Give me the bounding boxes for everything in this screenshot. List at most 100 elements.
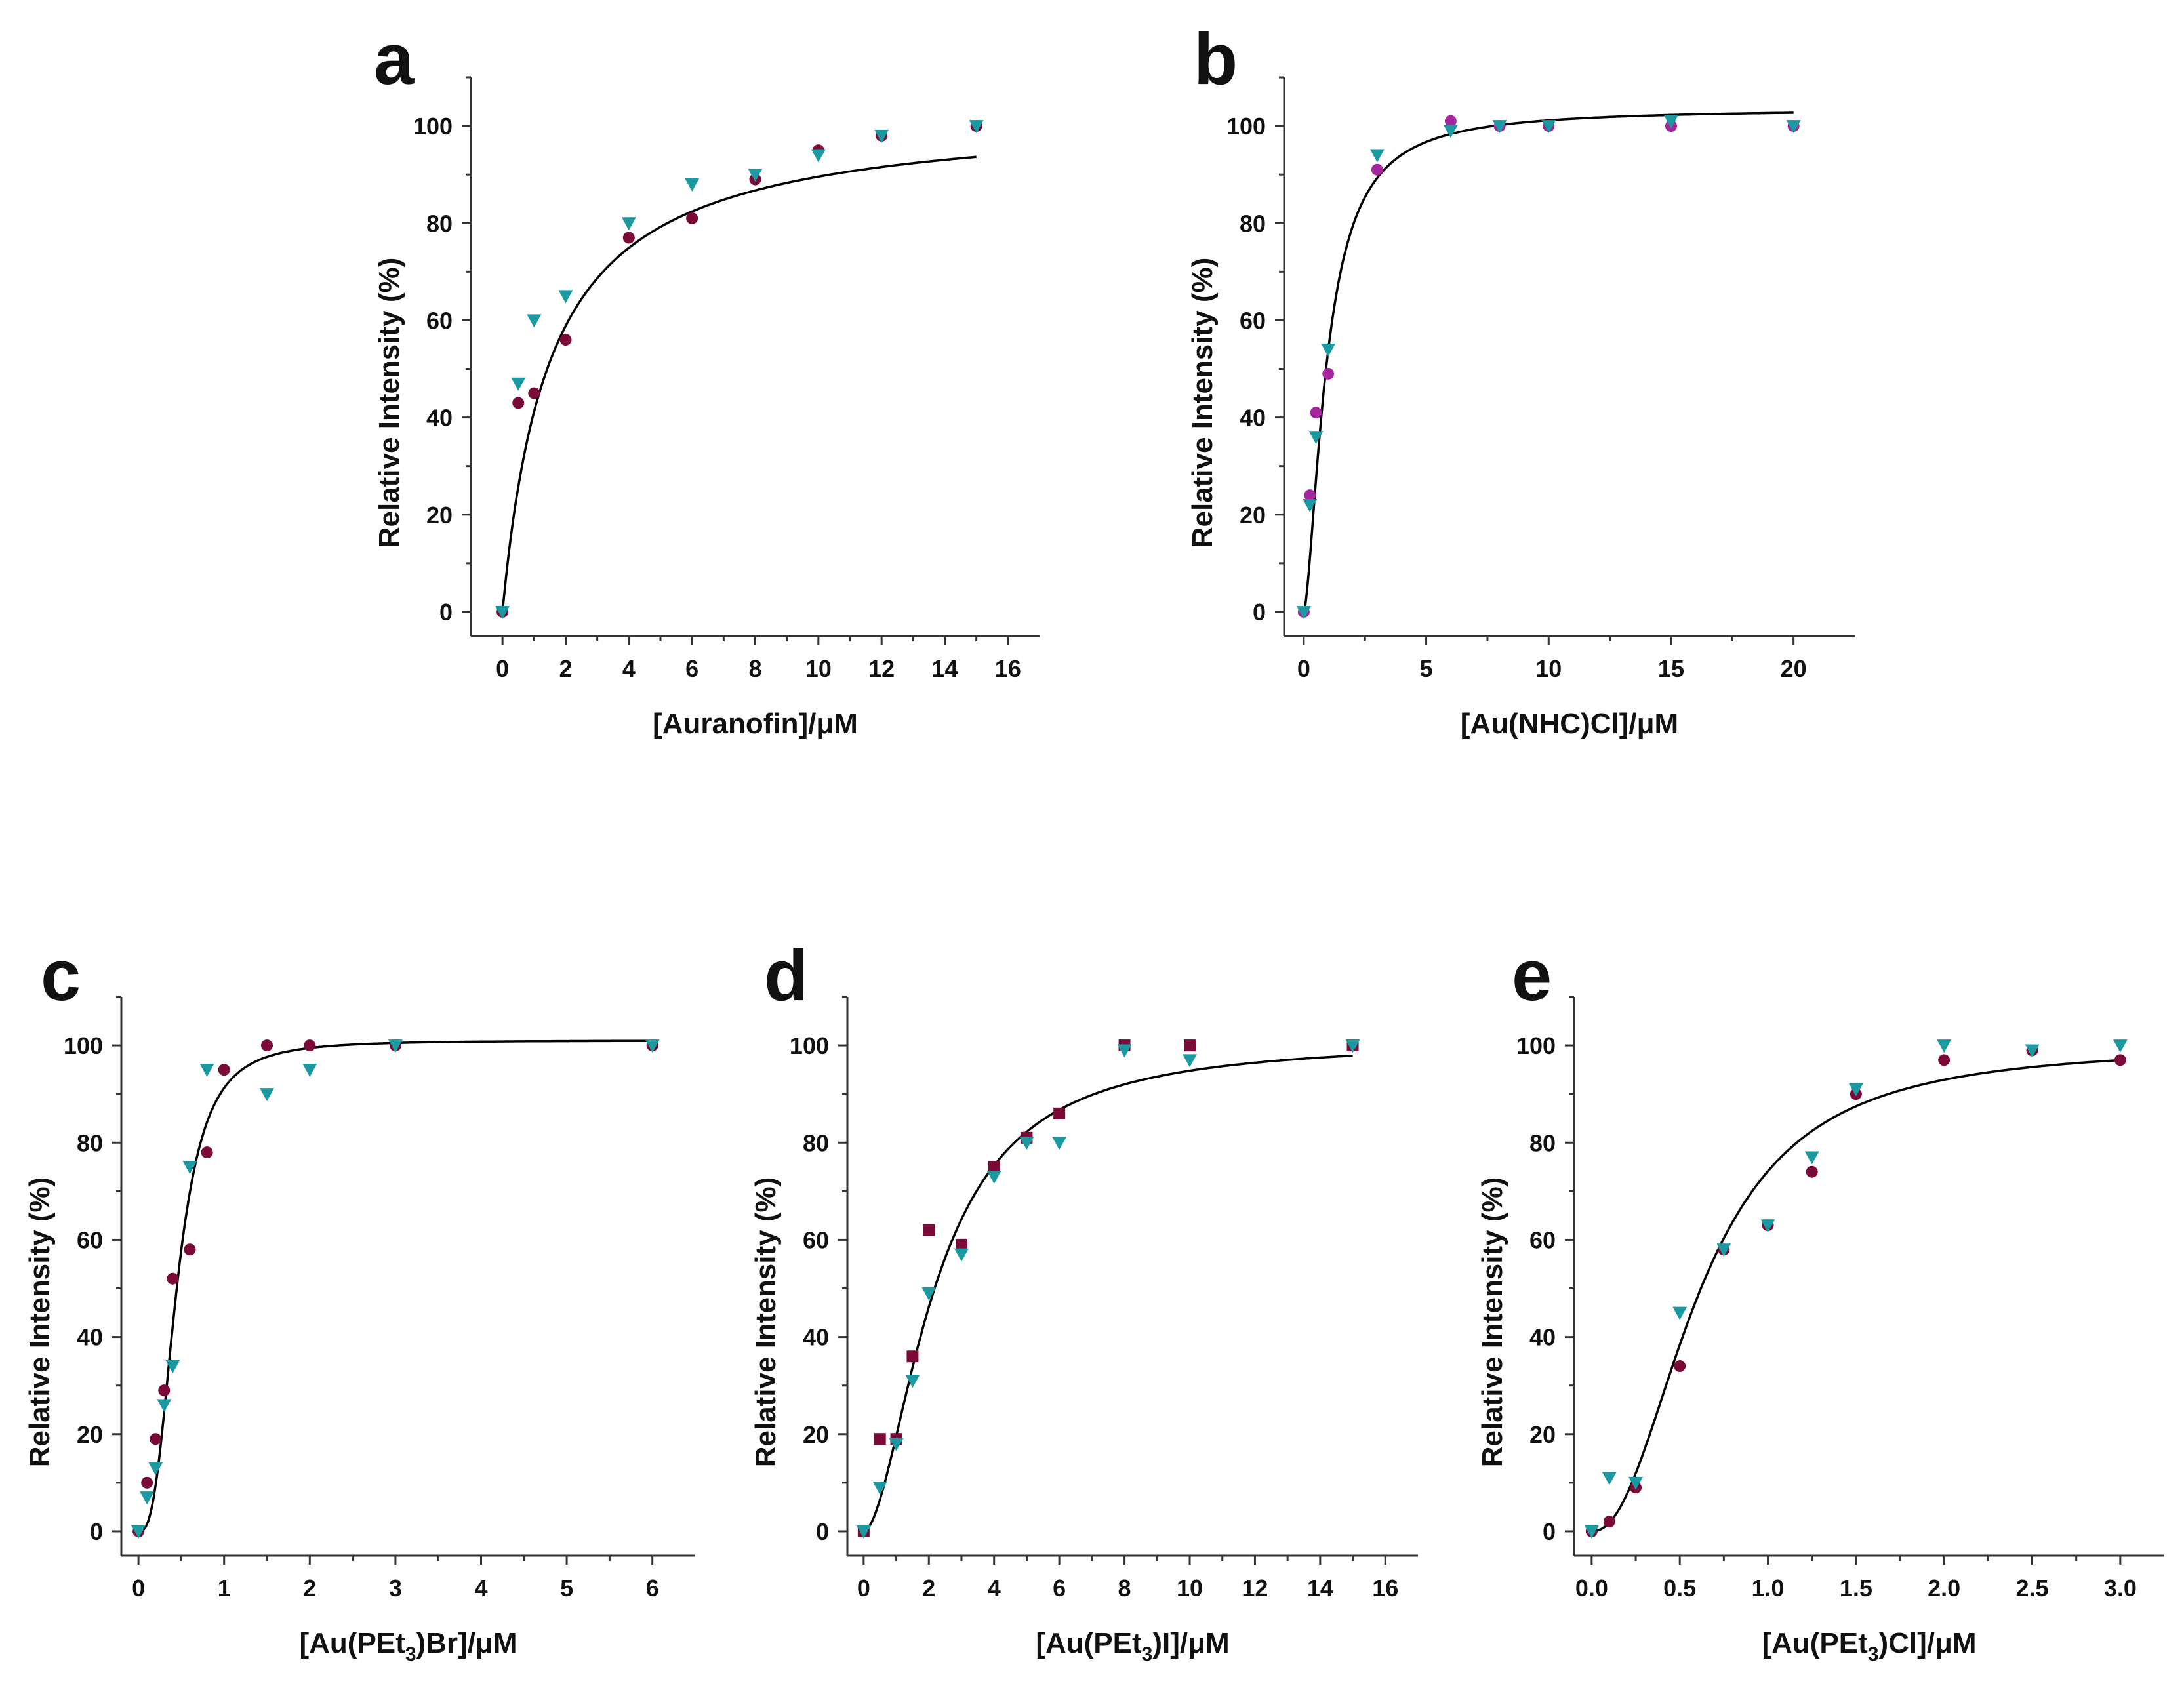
data-point xyxy=(1053,1107,1066,1119)
data-point xyxy=(969,120,984,134)
data-point xyxy=(1183,1054,1197,1068)
x-tick-label: 3 xyxy=(389,1575,402,1602)
y-tick-label: 0 xyxy=(1253,599,1266,626)
x-tick-label: 10 xyxy=(1535,655,1562,682)
data-point xyxy=(1603,1516,1615,1528)
panel-letter: d xyxy=(764,935,808,1016)
x-tick-label: 4 xyxy=(988,1575,1001,1602)
x-tick-label: 0 xyxy=(857,1575,870,1602)
data-point xyxy=(261,1039,273,1052)
data-point xyxy=(528,387,540,399)
panel-b: b 0 5 10 15 20 0 20 40 60 80 100 Relative Intensity … xyxy=(1186,19,1855,740)
y-tick-label: 0 xyxy=(816,1518,829,1545)
x-axis-title: [Au(NHC)Cl]/μM xyxy=(1461,708,1678,740)
y-tick-label: 40 xyxy=(1529,1324,1556,1351)
series-series2 xyxy=(1296,115,1801,619)
data-point xyxy=(872,1482,887,1495)
x-tick-label: 4 xyxy=(622,655,636,682)
data-point xyxy=(905,1375,920,1388)
data-point xyxy=(956,1238,967,1251)
data-point xyxy=(559,334,572,346)
x-axis-title: [Au(PEt3)Cl]/μM xyxy=(1762,1627,1976,1665)
x-tick-label: 0 xyxy=(496,655,509,682)
y-axis-title: Relative Intensity (%) xyxy=(373,258,405,548)
fit-curve xyxy=(501,155,977,613)
data-point xyxy=(1672,1306,1688,1320)
data-point xyxy=(645,1039,660,1053)
x-tick-label: 1.0 xyxy=(1751,1575,1784,1602)
data-point xyxy=(304,1039,316,1052)
x-tick-label: 8 xyxy=(748,655,761,682)
panel-d: d 0 2 4 6 8 10 12 14 16 0 20 40 60 80 100 Relative Inten… xyxy=(750,935,1418,1665)
data-point xyxy=(184,1243,196,1256)
data-point xyxy=(1760,1219,1775,1233)
data-point xyxy=(686,212,698,224)
data-point xyxy=(1345,1039,1360,1053)
y-tick-label: 20 xyxy=(77,1421,103,1448)
data-point xyxy=(954,1248,969,1262)
y-tick-label: 0 xyxy=(90,1518,103,1545)
y-axis-title: Relative Intensity (%) xyxy=(1186,258,1219,548)
data-point xyxy=(1584,1525,1599,1539)
data-point xyxy=(511,377,526,391)
data-point xyxy=(1296,605,1311,619)
data-point xyxy=(558,290,573,304)
fit-curve xyxy=(138,1039,653,1533)
y-tick-label: 20 xyxy=(1240,502,1266,529)
y-axis-title: Relative Intensity (%) xyxy=(750,1177,782,1468)
panel-letter: a xyxy=(374,19,415,100)
y-axis-title: Relative Intensity (%) xyxy=(24,1177,56,1468)
data-point xyxy=(748,169,763,182)
x-axis-title-part: [Au(NHC)Cl]/μM xyxy=(1461,708,1678,740)
x-tick-label: 2 xyxy=(303,1575,316,1602)
data-point xyxy=(1602,1472,1617,1485)
data-point xyxy=(182,1161,197,1175)
x-tick-label: 5 xyxy=(1420,655,1433,682)
data-point xyxy=(1321,343,1336,357)
x-tick-label: 5 xyxy=(560,1575,573,1602)
panel-letter: e xyxy=(1512,935,1552,1016)
series-series2 xyxy=(856,1039,1360,1539)
data-point xyxy=(889,1438,904,1451)
x-tick-label: 20 xyxy=(1781,655,1807,682)
y-tick-label: 0 xyxy=(439,599,453,626)
x-axis-title-subscript: 3 xyxy=(1142,1644,1153,1665)
data-point xyxy=(621,217,636,231)
series-series1 xyxy=(1585,1044,2126,1537)
data-point xyxy=(1304,489,1316,502)
data-point xyxy=(1444,115,1457,127)
series-series1 xyxy=(1297,115,1800,618)
y-tick-label: 60 xyxy=(426,307,453,334)
x-axis-title-part: )Cl]/μM xyxy=(1878,1627,1976,1659)
data-point xyxy=(1848,1083,1863,1097)
y-tick-label: 40 xyxy=(803,1324,829,1351)
data-point xyxy=(218,1064,230,1076)
data-point xyxy=(906,1350,919,1363)
x-tick-label: 0.5 xyxy=(1663,1575,1696,1602)
x-axis-title-part: [Au(PEt xyxy=(1036,1627,1142,1659)
y-tick-label: 80 xyxy=(1240,210,1266,237)
data-point xyxy=(1308,431,1324,445)
panel-a: a 0 2 4 6 8 10 12 14 16 0 20 40 60 80 100 Relative Inten… xyxy=(373,19,1040,740)
fit-curve xyxy=(1303,111,1794,613)
data-point xyxy=(1674,1360,1686,1373)
data-point xyxy=(495,605,510,619)
x-tick-label: 1 xyxy=(218,1575,231,1602)
y-tick-label: 60 xyxy=(1240,307,1266,334)
data-point xyxy=(1310,407,1322,419)
x-tick-label: 2 xyxy=(922,1575,935,1602)
series-series2 xyxy=(495,120,984,619)
y-tick-label: 100 xyxy=(790,1032,829,1059)
data-point xyxy=(150,1433,162,1445)
x-tick-label: 14 xyxy=(931,655,958,682)
x-tick-label: 8 xyxy=(1118,1575,1131,1602)
x-tick-label: 12 xyxy=(868,655,895,682)
data-point xyxy=(1492,120,1507,134)
x-tick-label: 6 xyxy=(685,655,698,682)
y-tick-label: 80 xyxy=(77,1129,103,1156)
panel-letter: b xyxy=(1194,19,1238,100)
x-axis-title-subscript: 3 xyxy=(405,1644,416,1665)
data-point xyxy=(1322,367,1335,380)
data-point xyxy=(388,1039,403,1053)
